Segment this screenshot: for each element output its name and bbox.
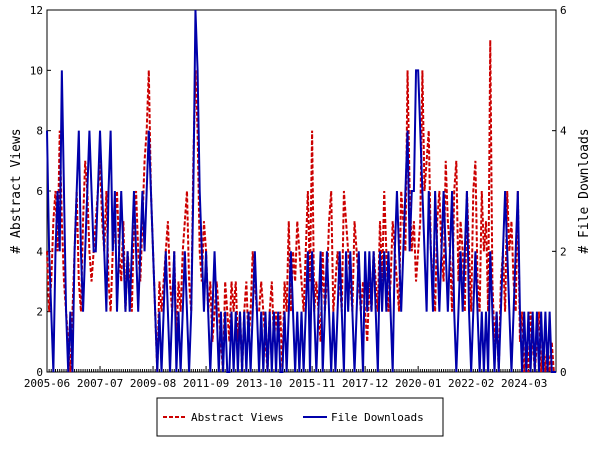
y-tick-label: 4 [36, 245, 43, 258]
y-tick-label: 12 [30, 4, 43, 17]
x-tick-label: 2007-07 [77, 377, 123, 390]
y2-tick-label: 2 [560, 245, 567, 258]
x-tick-label: 2009-08 [130, 377, 176, 390]
y2-tick-label: 4 [560, 125, 567, 138]
y-tick-label: 6 [36, 185, 43, 198]
legend-label: File Downloads [331, 411, 424, 424]
y-tick-label: 10 [30, 64, 43, 77]
x-tick-label: 2005-06 [24, 377, 70, 390]
y-tick-label: 8 [36, 125, 43, 138]
x-tick-label: 2022-02 [448, 377, 494, 390]
y-tick-label: 0 [36, 366, 43, 379]
y-axis-label: # Abstract Views [9, 128, 24, 253]
x-tick-label: 2024-03 [501, 377, 547, 390]
legend-box [156, 397, 444, 437]
x-tick-label: 2015-11 [289, 377, 335, 390]
y-tick-label: 2 [36, 306, 43, 319]
y2-axis-label: # File Downloads [577, 128, 592, 253]
y2-tick-label: 0 [560, 366, 567, 379]
series-line [46, 40, 556, 373]
x-tick-label: 2020-01 [395, 377, 441, 390]
x-tick-label: 2011-09 [183, 377, 229, 390]
series-line [46, 9, 556, 373]
x-tick-label: 2013-10 [236, 377, 282, 390]
legend-label: Abstract Views [191, 411, 284, 424]
x-tick-label: 2017-12 [342, 377, 388, 390]
y2-tick-label: 6 [560, 4, 567, 17]
